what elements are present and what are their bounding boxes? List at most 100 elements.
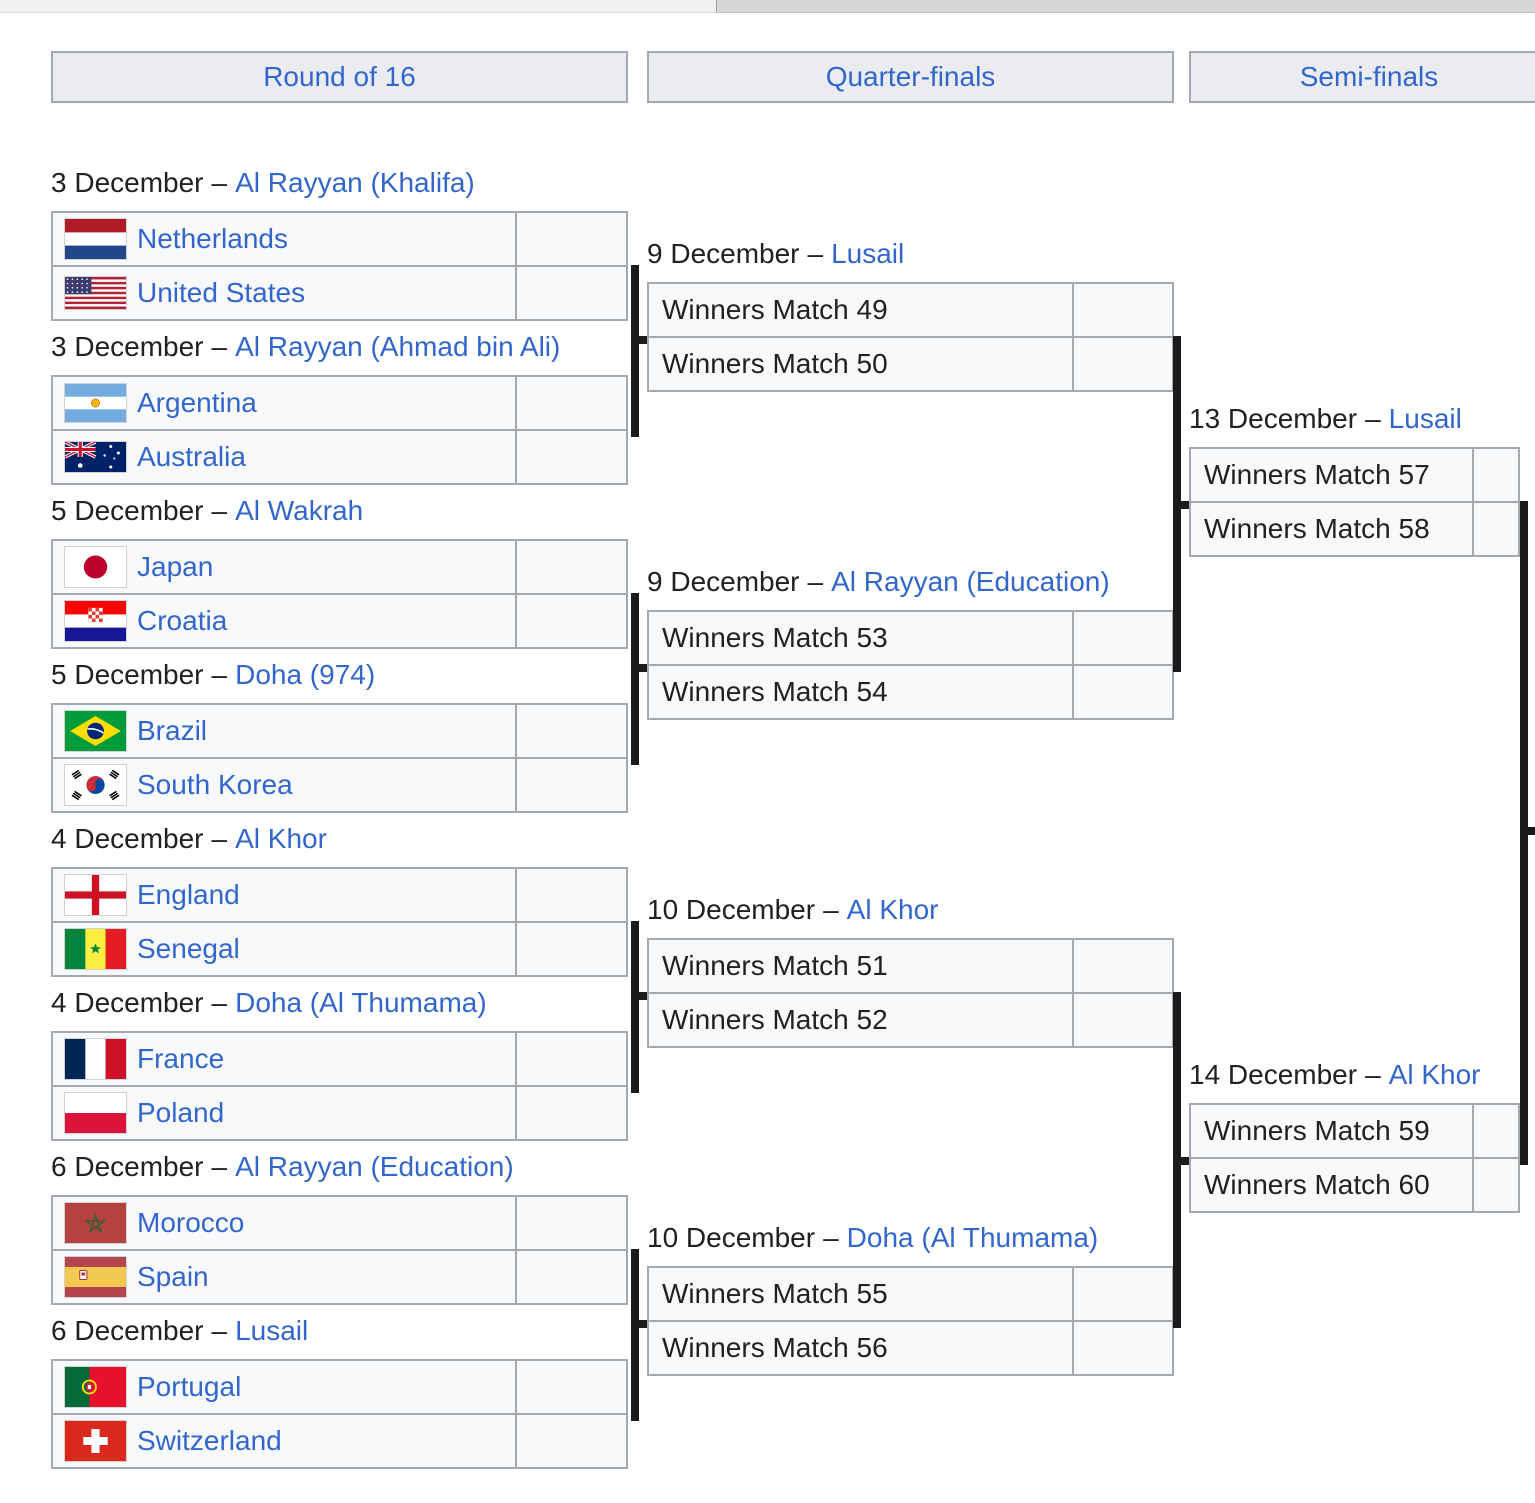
- score-cell: [515, 213, 626, 265]
- team-link[interactable]: France: [137, 1043, 225, 1074]
- team-link[interactable]: Portugal: [137, 1371, 242, 1402]
- team-link[interactable]: Japan: [137, 551, 214, 582]
- venue-link[interactable]: Doha (Al Thumama): [235, 987, 487, 1018]
- score-cell: [1072, 338, 1172, 390]
- team-link[interactable]: Senegal: [137, 933, 240, 964]
- top-divider-bar-right: [716, 0, 1535, 13]
- team-row: England: [51, 867, 628, 923]
- team-row: Morocco: [51, 1195, 628, 1251]
- portugal-flag-icon: [64, 1366, 127, 1408]
- match-box: Argentina Australia: [51, 375, 628, 485]
- venue-link[interactable]: Al Rayyan (Education): [831, 566, 1110, 597]
- match-date-line: 5 December – Doha (974): [51, 658, 375, 692]
- match-date-line: 4 December – Al Khor: [51, 822, 327, 856]
- bracket-connector: [639, 664, 647, 672]
- dash-separator: –: [211, 823, 228, 854]
- match-date-text: 6 December: [51, 1315, 204, 1346]
- venue-link[interactable]: Doha (Al Thumama): [846, 1222, 1099, 1253]
- south-korea-flag-icon: [64, 764, 127, 806]
- team-link[interactable]: United States: [137, 277, 306, 308]
- venue-link[interactable]: Al Rayyan (Ahmad bin Ali): [235, 331, 561, 362]
- bracket-connector: [639, 336, 647, 344]
- match-date-line: 14 December – Al Khor: [1189, 1058, 1481, 1092]
- score-cell: [515, 869, 626, 921]
- team-link[interactable]: Croatia: [137, 605, 228, 636]
- team-link[interactable]: South Korea: [137, 769, 293, 800]
- score-cell: [515, 1251, 626, 1303]
- winner-row: Winners Match 51: [647, 938, 1174, 994]
- winner-row: Winners Match 60: [1189, 1157, 1520, 1213]
- score-cell: [515, 431, 626, 483]
- venue-link[interactable]: Lusail: [1388, 403, 1462, 434]
- match-box: Japan Croatia: [51, 539, 628, 649]
- venue-link[interactable]: Doha (974): [235, 659, 376, 690]
- team-row: Poland: [51, 1085, 628, 1141]
- score-cell: [1472, 503, 1518, 555]
- senegal-flag-icon: [64, 928, 127, 970]
- match-date-line: 13 December – Lusail: [1189, 402, 1462, 436]
- team-link[interactable]: Poland: [137, 1097, 225, 1128]
- team-row: Australia: [51, 429, 628, 485]
- winner-label: Winners Match 57: [1204, 459, 1430, 490]
- venue-link[interactable]: Al Khor: [235, 823, 327, 854]
- team-link[interactable]: Brazil: [137, 715, 208, 746]
- team-row: Japan: [51, 539, 628, 595]
- dash-separator: –: [1365, 403, 1381, 434]
- winner-row: Winners Match 53: [647, 610, 1174, 666]
- column-header-quarter-finals: Quarter-finals: [647, 51, 1174, 103]
- match-date-line: 10 December – Al Khor: [647, 893, 939, 927]
- match-box: Winners Match 55 Winners Match 56: [647, 1266, 1174, 1376]
- score-cell: [515, 1415, 626, 1467]
- match-date-line: 6 December – Al Rayyan (Education): [51, 1150, 514, 1184]
- match-date-text: 4 December: [51, 987, 204, 1018]
- match-box: Netherlands United States: [51, 211, 628, 321]
- team-link[interactable]: Netherlands: [137, 223, 288, 254]
- match-box: Brazil South Korea: [51, 703, 628, 813]
- match-box: Winners Match 59 Winners Match 60: [1189, 1103, 1520, 1213]
- match-date-line: 9 December – Lusail: [647, 237, 904, 271]
- match-date-text: 10 December: [647, 1222, 816, 1253]
- winner-label: Winners Match 59: [1204, 1115, 1430, 1146]
- team-link[interactable]: Morocco: [137, 1207, 245, 1238]
- winner-row: Winners Match 50: [647, 336, 1174, 392]
- winner-row: Winners Match 56: [647, 1320, 1174, 1376]
- venue-link[interactable]: Lusail: [831, 238, 905, 269]
- dash-separator: –: [823, 1222, 839, 1253]
- bracket-connector: [639, 992, 647, 1000]
- team-link[interactable]: Switzerland: [137, 1425, 282, 1456]
- england-flag-icon: [64, 874, 127, 916]
- bracket-connector: [1173, 992, 1181, 1328]
- score-cell: [515, 1033, 626, 1085]
- bracket-connector: [1528, 827, 1535, 835]
- match-box: England Senegal: [51, 867, 628, 977]
- venue-link[interactable]: Al Rayyan (Education): [235, 1151, 514, 1182]
- venue-link[interactable]: Lusail: [235, 1315, 309, 1346]
- winner-label: Winners Match 52: [662, 1004, 888, 1035]
- team-row: Switzerland: [51, 1413, 628, 1469]
- venue-link[interactable]: Al Wakrah: [235, 495, 364, 526]
- winner-label: Winners Match 53: [662, 622, 888, 653]
- switzerland-flag-icon: [64, 1420, 127, 1462]
- bracket-connector: [1181, 501, 1189, 509]
- australia-flag-icon: [64, 441, 127, 473]
- match-date-text: 10 December: [647, 894, 816, 925]
- venue-link[interactable]: Al Rayyan (Khalifa): [235, 167, 475, 198]
- team-link[interactable]: England: [137, 879, 240, 910]
- venue-link[interactable]: Al Khor: [846, 894, 939, 925]
- match-date-text: 9 December: [647, 238, 800, 269]
- score-cell: [515, 595, 626, 647]
- score-cell: [1072, 1268, 1172, 1320]
- match-box: Winners Match 51 Winners Match 52: [647, 938, 1174, 1048]
- poland-flag-icon: [64, 1092, 127, 1134]
- column-header-semi-finals: Semi-finals: [1189, 51, 1535, 103]
- team-link[interactable]: Argentina: [137, 387, 257, 418]
- winner-label: Winners Match 54: [662, 676, 888, 707]
- team-link[interactable]: Spain: [137, 1261, 209, 1292]
- team-link[interactable]: Australia: [137, 441, 246, 472]
- team-row: Spain: [51, 1249, 628, 1305]
- match-date-line: 3 December – Al Rayyan (Ahmad bin Ali): [51, 330, 560, 364]
- venue-link[interactable]: Al Khor: [1388, 1059, 1481, 1090]
- dash-separator: –: [211, 987, 228, 1018]
- match-box: Portugal Switzerland: [51, 1359, 628, 1469]
